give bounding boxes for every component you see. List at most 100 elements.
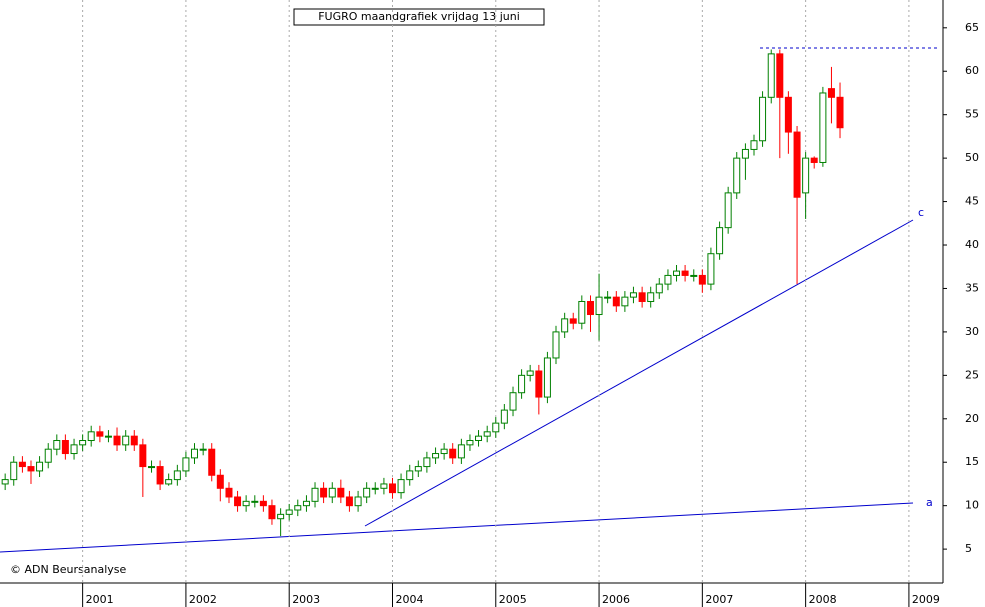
candle-body xyxy=(87,431,95,442)
candle-body xyxy=(561,318,569,333)
candle-body xyxy=(638,292,646,302)
candle-body xyxy=(483,431,491,437)
candle-body xyxy=(621,296,629,307)
candle-body xyxy=(156,466,164,485)
candle-body xyxy=(629,292,637,298)
candle-body xyxy=(457,444,465,459)
candle-body xyxy=(784,96,792,133)
candle-body xyxy=(70,444,78,455)
candle-body xyxy=(337,487,345,498)
candle-body xyxy=(500,409,508,424)
candle-body xyxy=(750,140,758,150)
candle-body xyxy=(96,431,104,437)
candle-body xyxy=(234,496,242,507)
annotation: a xyxy=(926,496,933,509)
candle-body xyxy=(371,487,379,490)
y-tick-label: 45 xyxy=(965,195,979,208)
candle-body xyxy=(440,448,448,455)
candle-body xyxy=(673,270,681,276)
candle-body xyxy=(242,500,250,507)
title-box xyxy=(293,8,545,26)
x-tick-label: 2006 xyxy=(602,593,630,606)
y-tick-label: 25 xyxy=(965,368,979,381)
trendline-a xyxy=(0,502,914,553)
candle-body xyxy=(104,435,112,438)
x-tick-label: 2007 xyxy=(705,593,733,606)
candle-body xyxy=(724,192,732,229)
candle-body xyxy=(518,374,526,394)
candle-body xyxy=(604,296,612,299)
candle-body xyxy=(363,487,371,498)
x-tick-label: 2003 xyxy=(292,593,320,606)
watermark: © ADN Beursanalyse xyxy=(10,563,127,576)
candle-body xyxy=(208,448,216,476)
y-tick-label: 50 xyxy=(965,151,979,164)
candle-body xyxy=(18,461,26,468)
candle-body xyxy=(53,440,61,450)
candle-body xyxy=(406,470,414,481)
x-tick-label: 2001 xyxy=(86,593,114,606)
candle-body xyxy=(655,283,663,294)
candle-body xyxy=(294,505,302,511)
y-tick-label: 60 xyxy=(965,64,979,77)
x-tick-label: 2004 xyxy=(395,593,423,606)
candle-body xyxy=(810,157,818,163)
chart-title: FUGRO maandgrafiek vrijdag 13 juni xyxy=(318,10,520,23)
x-tick-label: 2009 xyxy=(912,593,940,606)
candle-body xyxy=(225,487,233,498)
candle-body xyxy=(190,448,198,459)
candle-body xyxy=(586,300,594,316)
candle-body xyxy=(311,487,319,502)
x-tick-label: 2005 xyxy=(499,593,527,606)
candle-body xyxy=(578,300,586,324)
candle-body xyxy=(388,483,396,494)
candle-body xyxy=(432,453,440,459)
candle-body xyxy=(647,292,655,302)
annotation: c xyxy=(918,206,924,219)
candle-body xyxy=(681,270,689,276)
candle-body xyxy=(595,296,603,316)
candle-body xyxy=(216,474,224,489)
candle-body xyxy=(612,296,620,307)
candle-body xyxy=(423,457,431,468)
y-tick-label: 65 xyxy=(965,21,979,34)
candle-body xyxy=(509,392,517,411)
x-tick-label: 2008 xyxy=(809,593,837,606)
candle-body xyxy=(767,53,775,98)
y-tick-label: 20 xyxy=(965,412,979,425)
candle-body xyxy=(543,357,551,398)
y-tick-label: 10 xyxy=(965,499,979,512)
candle-body xyxy=(251,500,259,503)
candle-body xyxy=(148,466,156,469)
candle-body xyxy=(802,157,810,194)
y-tick-label: 5 xyxy=(965,542,972,555)
candle-body xyxy=(733,157,741,194)
candle-body xyxy=(302,500,310,507)
candle-body xyxy=(836,96,844,129)
candle-body xyxy=(449,448,457,459)
candle-body xyxy=(707,253,715,285)
candle-body xyxy=(277,513,285,520)
candle-body xyxy=(199,448,207,451)
candle-body xyxy=(716,227,724,255)
candle-body xyxy=(113,435,121,446)
candle-body xyxy=(328,487,336,498)
candle-body xyxy=(10,461,18,481)
candle-body xyxy=(259,500,267,507)
trendline-c xyxy=(364,219,914,527)
y-tick-label: 35 xyxy=(965,281,979,294)
candle-body xyxy=(139,444,147,468)
candle-body xyxy=(526,370,534,376)
candle-body xyxy=(182,457,190,472)
candle-body xyxy=(27,466,35,472)
candle-body xyxy=(36,461,44,472)
candle-body xyxy=(380,483,388,489)
candle-body xyxy=(397,479,405,494)
candle-body xyxy=(466,440,474,446)
candle-body xyxy=(535,370,543,398)
y-tick-label: 30 xyxy=(965,325,979,338)
y-tick-label: 15 xyxy=(965,455,979,468)
y-tick-label: 40 xyxy=(965,238,979,251)
